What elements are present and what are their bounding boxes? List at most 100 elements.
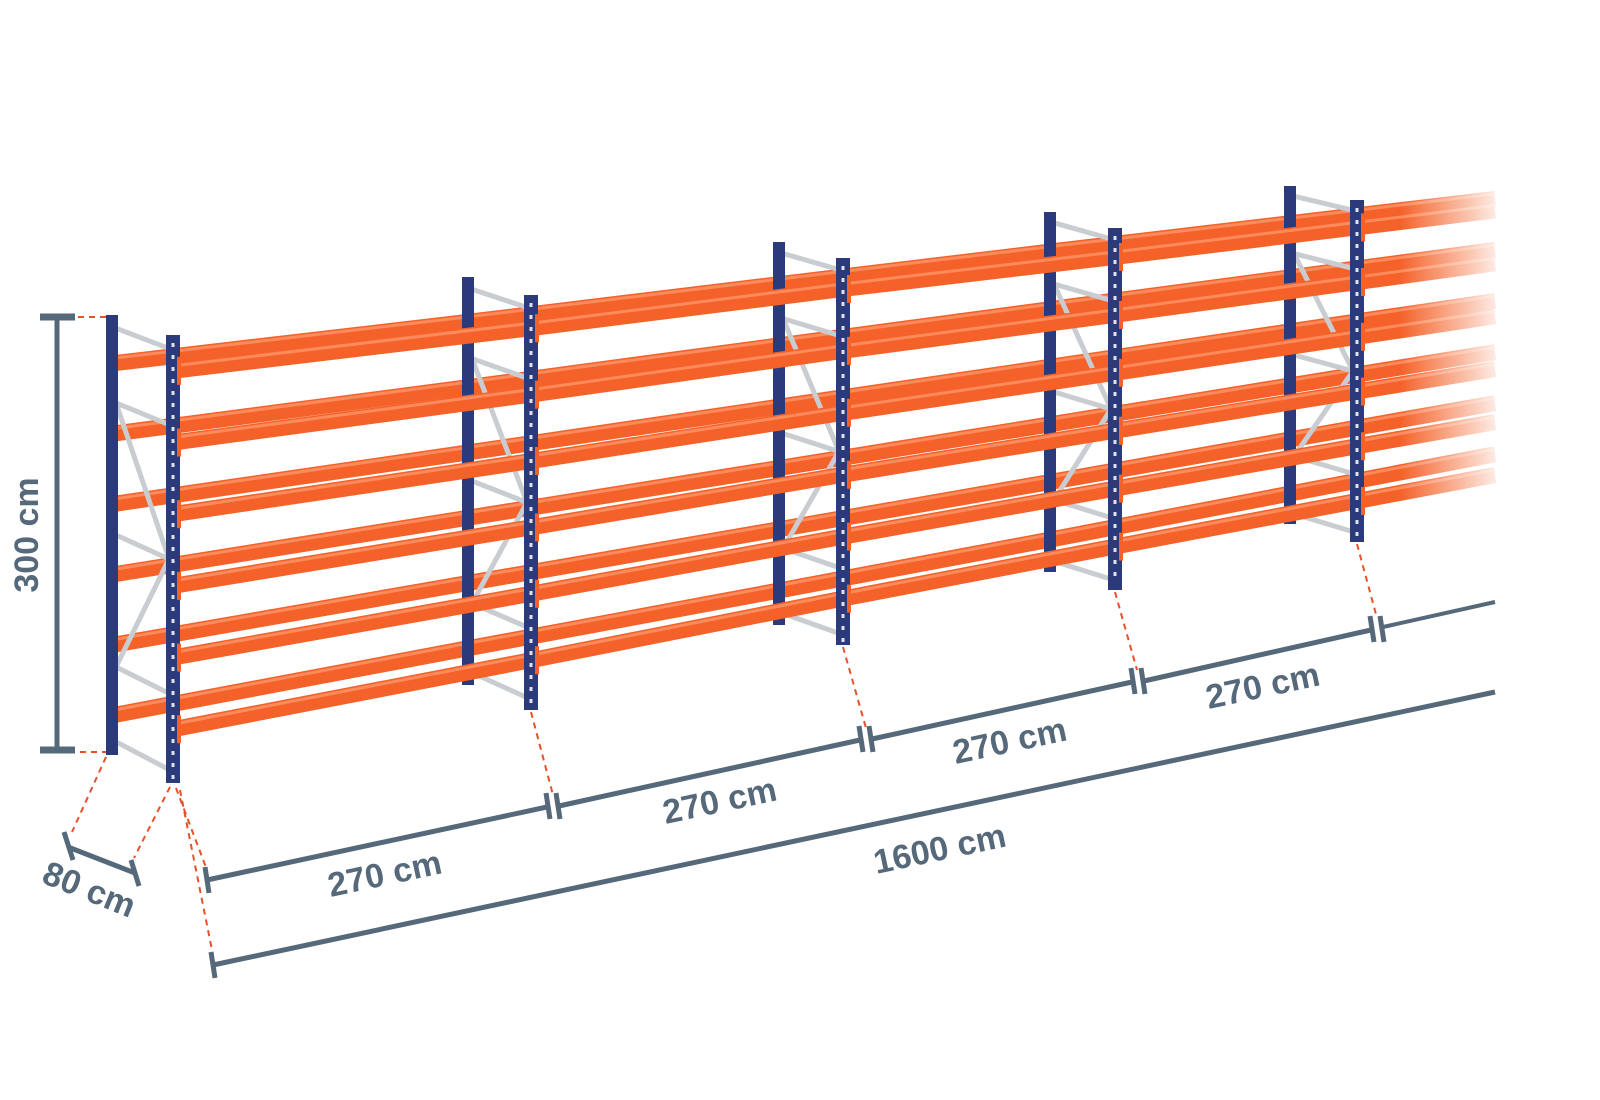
bay-cap xyxy=(1138,667,1148,695)
upright-hole xyxy=(171,643,175,647)
upright-hole xyxy=(1113,392,1117,396)
upright-hole xyxy=(171,727,175,731)
upright-hole xyxy=(171,451,175,455)
height-label: 300 cm xyxy=(8,477,46,592)
upright-hole xyxy=(841,590,845,594)
beam-connector xyxy=(177,428,181,457)
upright-hole xyxy=(1113,260,1117,264)
frame-5-front-upright xyxy=(1350,200,1364,542)
upright-hole xyxy=(1113,476,1117,480)
beam-connector xyxy=(535,513,539,542)
upright-hole xyxy=(1355,364,1359,368)
upright-hole xyxy=(529,579,533,583)
back-beam-3-highlight xyxy=(111,294,1496,501)
frame-1-horizontal-brace xyxy=(114,532,171,562)
bay-cap xyxy=(856,725,866,753)
back-beam-3 xyxy=(110,293,1497,513)
upright-hole xyxy=(1355,400,1359,404)
upright-hole xyxy=(841,278,845,282)
upright-hole xyxy=(1355,520,1359,524)
upright-hole xyxy=(1355,484,1359,488)
depth-dimension-line xyxy=(67,844,136,876)
beam-connector xyxy=(847,460,851,489)
upright-hole xyxy=(529,447,533,451)
frame-1-horizontal-brace xyxy=(115,325,170,351)
upright-hole xyxy=(171,667,175,671)
upright-hole xyxy=(171,607,175,611)
beam-connector xyxy=(847,584,851,613)
upright-hole xyxy=(1113,320,1117,324)
front-beam-5 xyxy=(171,414,1497,666)
upright-hole xyxy=(1355,448,1359,452)
upright-hole xyxy=(1355,208,1359,212)
beam-connector xyxy=(1361,432,1365,461)
upright-hole xyxy=(1355,460,1359,464)
leader-line xyxy=(71,756,107,833)
frame-2-diagonal-brace xyxy=(469,501,530,605)
frame-1-diagonal-brace xyxy=(113,402,172,560)
beam-connector xyxy=(1119,242,1123,271)
upright-hole xyxy=(1113,272,1117,276)
upright-hole xyxy=(1355,316,1359,320)
frame-3-diagonal-brace xyxy=(780,450,842,550)
upright-hole xyxy=(841,494,845,498)
upright-hole xyxy=(1355,232,1359,236)
upright-hole xyxy=(1355,268,1359,272)
upright-hole xyxy=(529,651,533,655)
upright-hole xyxy=(841,410,845,414)
frame-5-diagonal-brace xyxy=(1291,369,1356,458)
beam-connector xyxy=(535,314,539,343)
frame-5-horizontal-brace xyxy=(1293,193,1354,213)
upright-hole xyxy=(171,403,175,407)
beam-connector xyxy=(1361,322,1365,351)
leader-line xyxy=(530,711,554,796)
upright-hole xyxy=(171,427,175,431)
upright-hole xyxy=(171,679,175,683)
frame-2-horizontal-brace xyxy=(471,478,528,505)
upright-hole xyxy=(529,423,533,427)
upright-hole xyxy=(529,519,533,523)
frame-2-back-upright xyxy=(462,277,474,685)
back-beam-6 xyxy=(110,446,1497,724)
beam-connector xyxy=(1119,300,1123,329)
upright-hole xyxy=(529,675,533,679)
upright-hole xyxy=(171,463,175,467)
upright-hole xyxy=(841,518,845,522)
beam-connector xyxy=(1361,213,1365,242)
upright-hole xyxy=(841,530,845,534)
upright-hole xyxy=(1113,512,1117,516)
frame-3-horizontal-brace xyxy=(782,611,840,636)
upright-hole xyxy=(171,355,175,359)
bay-cap xyxy=(1128,667,1138,695)
front-beam-4 xyxy=(171,361,1497,594)
upright-hole xyxy=(171,583,175,587)
leader-line xyxy=(175,787,208,871)
upright-hole xyxy=(1113,440,1117,444)
back-beam-2 xyxy=(110,242,1497,442)
upright-hole xyxy=(841,626,845,630)
upright-hole xyxy=(529,603,533,607)
frame-4-horizontal-brace xyxy=(1053,389,1112,412)
upright-hole xyxy=(529,339,533,343)
beam-connector xyxy=(1361,486,1365,515)
leader-line xyxy=(842,646,867,729)
upright-hole xyxy=(529,459,533,463)
frame-3-horizontal-brace xyxy=(782,251,840,273)
upright-hole xyxy=(171,415,175,419)
fade-overlay xyxy=(1400,150,1510,630)
front-beam-3 xyxy=(171,308,1497,523)
upright-hole xyxy=(1113,308,1117,312)
upright-hole xyxy=(1113,428,1117,432)
upright-hole xyxy=(171,487,175,491)
bay-dimension-line-1 xyxy=(206,804,548,883)
upright-hole xyxy=(1113,284,1117,288)
beam-connector xyxy=(535,380,539,409)
upright-hole xyxy=(1355,496,1359,500)
dimension-lines xyxy=(40,313,1496,979)
front-beam-4-highlight xyxy=(172,362,1496,583)
leader-line xyxy=(1114,591,1138,671)
frame-2-front-upright xyxy=(524,295,538,710)
frame-5-diagonal-brace xyxy=(1291,252,1356,373)
beam-connector xyxy=(535,579,539,608)
